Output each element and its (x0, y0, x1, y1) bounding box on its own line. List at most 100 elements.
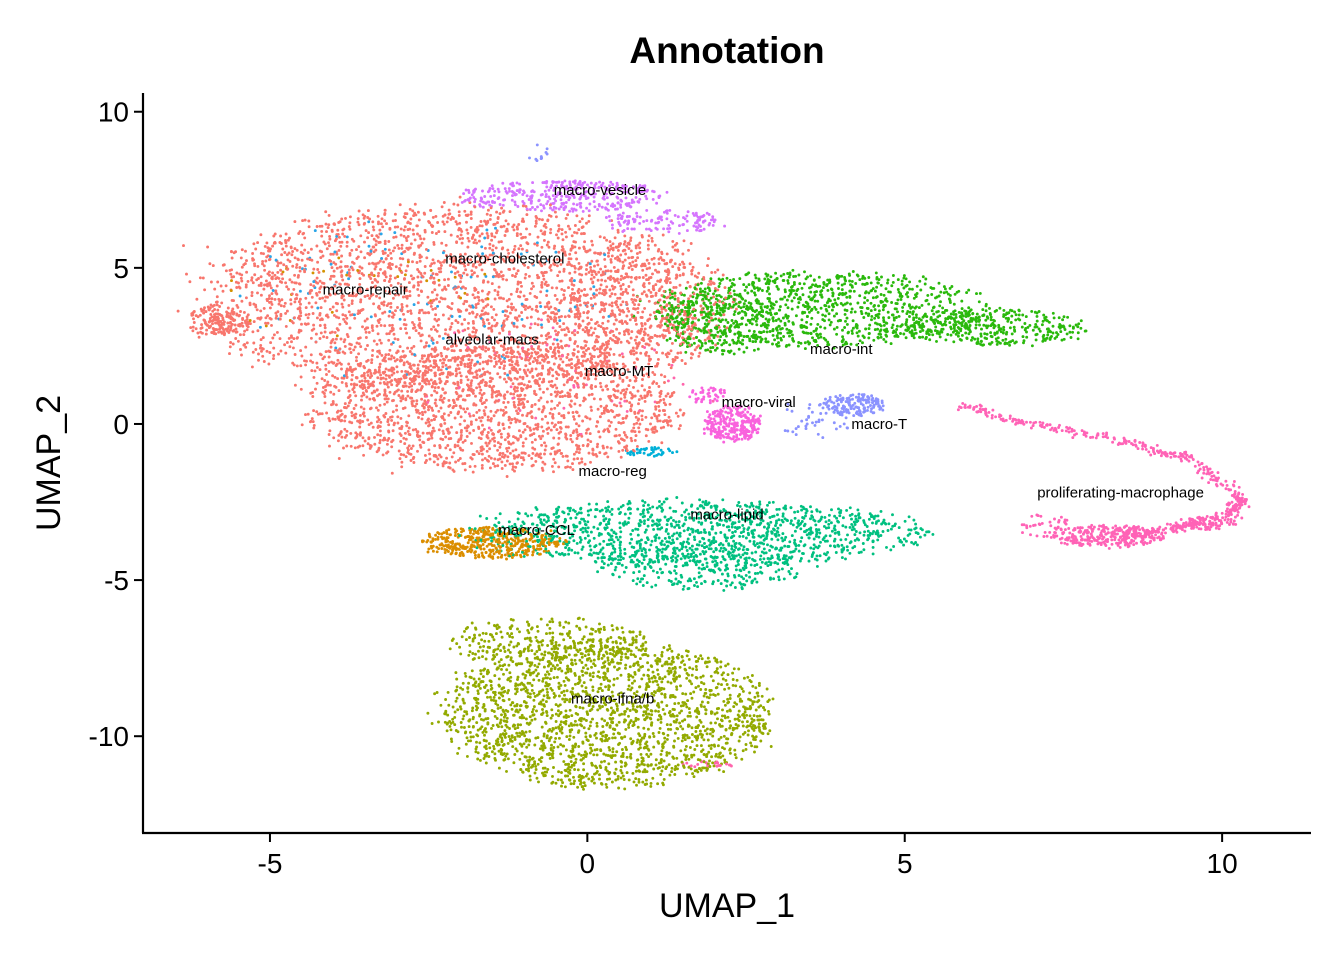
point-macro-ifna-b (530, 718, 534, 722)
point-alveolar-macs (434, 313, 438, 317)
point-alveolar-macs (649, 422, 652, 426)
point-alveolar-macs (372, 339, 376, 343)
point-macro-vesicle (572, 202, 576, 206)
point-macro-ifna-b (483, 733, 486, 737)
point-macro-ifna-b (505, 668, 509, 672)
point-macro-ifna-b (652, 767, 656, 771)
point-alveolar-macs (307, 219, 311, 223)
point-alveolar-macs (324, 388, 328, 392)
point-macro-lipid (656, 527, 660, 531)
point-alveolar-macs (307, 301, 311, 305)
point-proliferating-macrophage (1152, 450, 1156, 454)
point-macro-t (804, 424, 808, 428)
point-macro-ifna-b (759, 739, 763, 743)
point-alveolar-macs (412, 232, 416, 236)
point-macro-ifna-b (673, 702, 677, 706)
point-alveolar-macs (371, 225, 375, 229)
point-macro-ifna-b (695, 744, 699, 748)
point-macro-ifna-b (611, 747, 615, 751)
point-alveolar-macs (361, 325, 364, 329)
point-macro-lipid (724, 539, 728, 543)
point-alveolar-macs (494, 246, 498, 250)
point-macro-ifna-b (505, 716, 509, 720)
point-alveolar-macs (378, 351, 382, 355)
point-macro-ifna-b (533, 743, 537, 747)
point-alveolar-macs (572, 417, 576, 421)
point-macro-ifna-b (558, 723, 562, 727)
point-macro-ifna-b (684, 692, 688, 696)
point-macro-lipid (686, 537, 690, 541)
point-alveolar-macs (391, 429, 395, 433)
point-alveolar-macs (467, 358, 471, 362)
point-alveolar-macs (486, 415, 490, 419)
point-alveolar-macs (656, 279, 660, 283)
point-macro-lipid (712, 536, 716, 540)
point-macro-lipid (588, 539, 592, 543)
point-macro-int (984, 309, 988, 313)
point-macro-mt (518, 409, 522, 412)
point-macro-lipid (685, 540, 689, 544)
point-alveolar-macs (493, 364, 496, 368)
point-alveolar-macs (285, 341, 289, 344)
point-macro-t (870, 394, 874, 398)
point-macro-lipid (759, 565, 763, 569)
point-alveolar-macs (407, 432, 411, 436)
point-alveolar-macs (629, 249, 633, 253)
point-macro-ifna-b (478, 741, 482, 745)
point-alveolar-macs (703, 338, 707, 342)
point-macro-int (742, 350, 746, 354)
point-alveolar-macs (293, 247, 297, 251)
point-macro-int (817, 336, 820, 340)
point-alveolar-macs (468, 311, 472, 315)
point-macro-lipid (705, 561, 709, 565)
point-alveolar-macs (462, 407, 466, 411)
point-macro-ifna-b (643, 649, 647, 653)
point-macro-int (737, 347, 741, 351)
point-macro-ifna-b (469, 735, 473, 739)
point-alveolar-macs (327, 349, 331, 353)
point-alveolar-macs (637, 402, 640, 406)
point-macro-ifna-b (548, 756, 552, 760)
point-macro-lipid (623, 547, 627, 551)
point-alveolar-macs (635, 252, 639, 256)
point-macro-lipid (721, 549, 725, 553)
point-alveolar-macs (271, 336, 275, 340)
point-macro-cholesterol (476, 360, 480, 364)
point-macro-ifna-b (534, 668, 538, 672)
point-macro-viral (706, 427, 710, 431)
point-alveolar-macs (503, 453, 507, 457)
point-proliferating-macrophage (1071, 436, 1075, 440)
point-macro-ifna-b (468, 650, 472, 654)
point-alveolar-macs (574, 251, 578, 255)
point-alveolar-macs (474, 315, 478, 319)
point-alveolar-macs (437, 230, 441, 234)
point-alveolar-macs (499, 393, 503, 397)
point-macro-cholesterol (313, 229, 317, 233)
point-alveolar-macs (484, 346, 488, 350)
point-macro-ifna-b (608, 679, 612, 683)
point-alveolar-macs (576, 344, 580, 348)
point-macro-ifna-b (464, 674, 468, 678)
point-macro-ifna-b (598, 773, 601, 777)
point-alveolar-macs (378, 307, 382, 311)
point-macro-lipid (703, 541, 706, 545)
point-proliferating-macrophage (1237, 485, 1241, 489)
point-alveolar-macs (650, 347, 654, 351)
point-macro-ifna-b (701, 725, 705, 729)
point-alveolar-macs (610, 254, 614, 258)
point-macro-ifna-b (540, 739, 544, 743)
point-proliferating-macrophage (1241, 492, 1245, 496)
point-alveolar-macs (536, 323, 540, 327)
point-alveolar-macs (363, 256, 367, 260)
point-macro-ifna-b (577, 752, 581, 756)
point-macro-lipid (649, 543, 653, 547)
point-macro-int (732, 321, 736, 325)
point-macro-ifna-b (584, 663, 588, 667)
point-macro-ifna-b (613, 736, 617, 740)
point-alveolar-macs (618, 353, 622, 357)
point-macro-ifna-b (532, 713, 536, 717)
point-alveolar-macs (367, 231, 371, 235)
point-alveolar-macs (637, 426, 641, 430)
point-macro-cholesterol (520, 317, 524, 321)
point-alveolar-macs (359, 234, 363, 238)
